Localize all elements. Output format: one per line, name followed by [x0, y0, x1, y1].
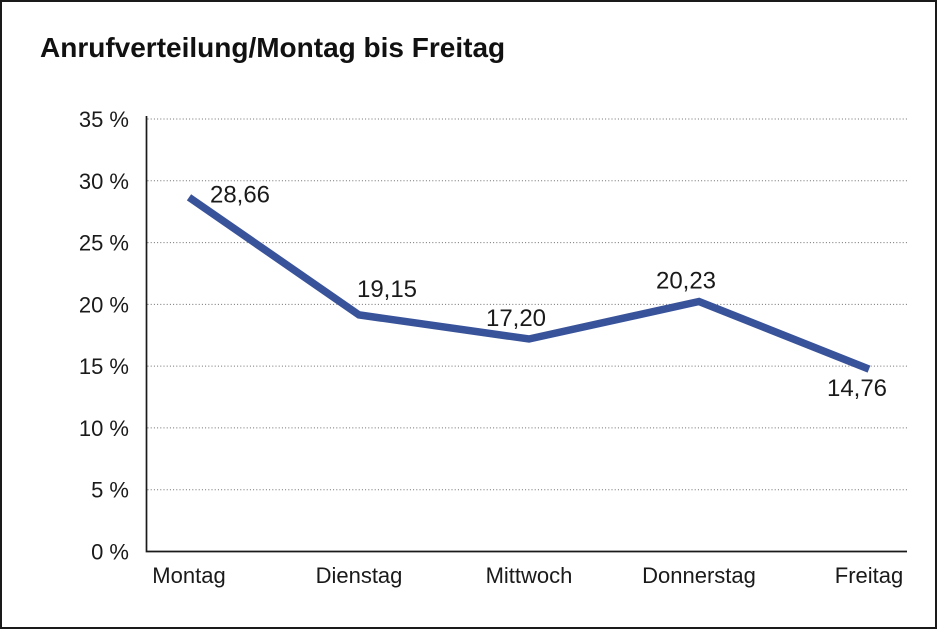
y-axis-tick-label: 15 %: [79, 354, 129, 379]
y-axis-tick-label: 35 %: [79, 107, 129, 132]
x-category-label: Freitag: [835, 563, 903, 588]
data-point-label: 17,20: [486, 305, 546, 332]
x-category-label: Mittwoch: [486, 563, 573, 588]
data-point-label: 19,15: [357, 276, 417, 303]
data-point-label: 28,66: [210, 181, 270, 208]
y-axis-tick-label: 30 %: [79, 169, 129, 194]
y-axis-tick-label: 10 %: [79, 416, 129, 441]
data-point-label: 20,23: [656, 268, 716, 295]
chart-title: Anrufverteilung/Montag bis Freitag: [40, 32, 506, 63]
x-category-label: Donnerstag: [642, 563, 756, 588]
x-category-label: Dienstag: [316, 563, 403, 588]
y-axis-tick-label: 5 %: [91, 478, 129, 503]
x-category-label: Montag: [152, 563, 225, 588]
y-axis-tick-label: 20 %: [79, 292, 129, 317]
axes: [145, 116, 907, 553]
y-axis-tick-label: 0 %: [91, 540, 129, 565]
data-point-label: 14,76: [827, 375, 887, 402]
data-line: [186, 194, 871, 373]
y-axis-tick-label: 25 %: [79, 231, 129, 256]
